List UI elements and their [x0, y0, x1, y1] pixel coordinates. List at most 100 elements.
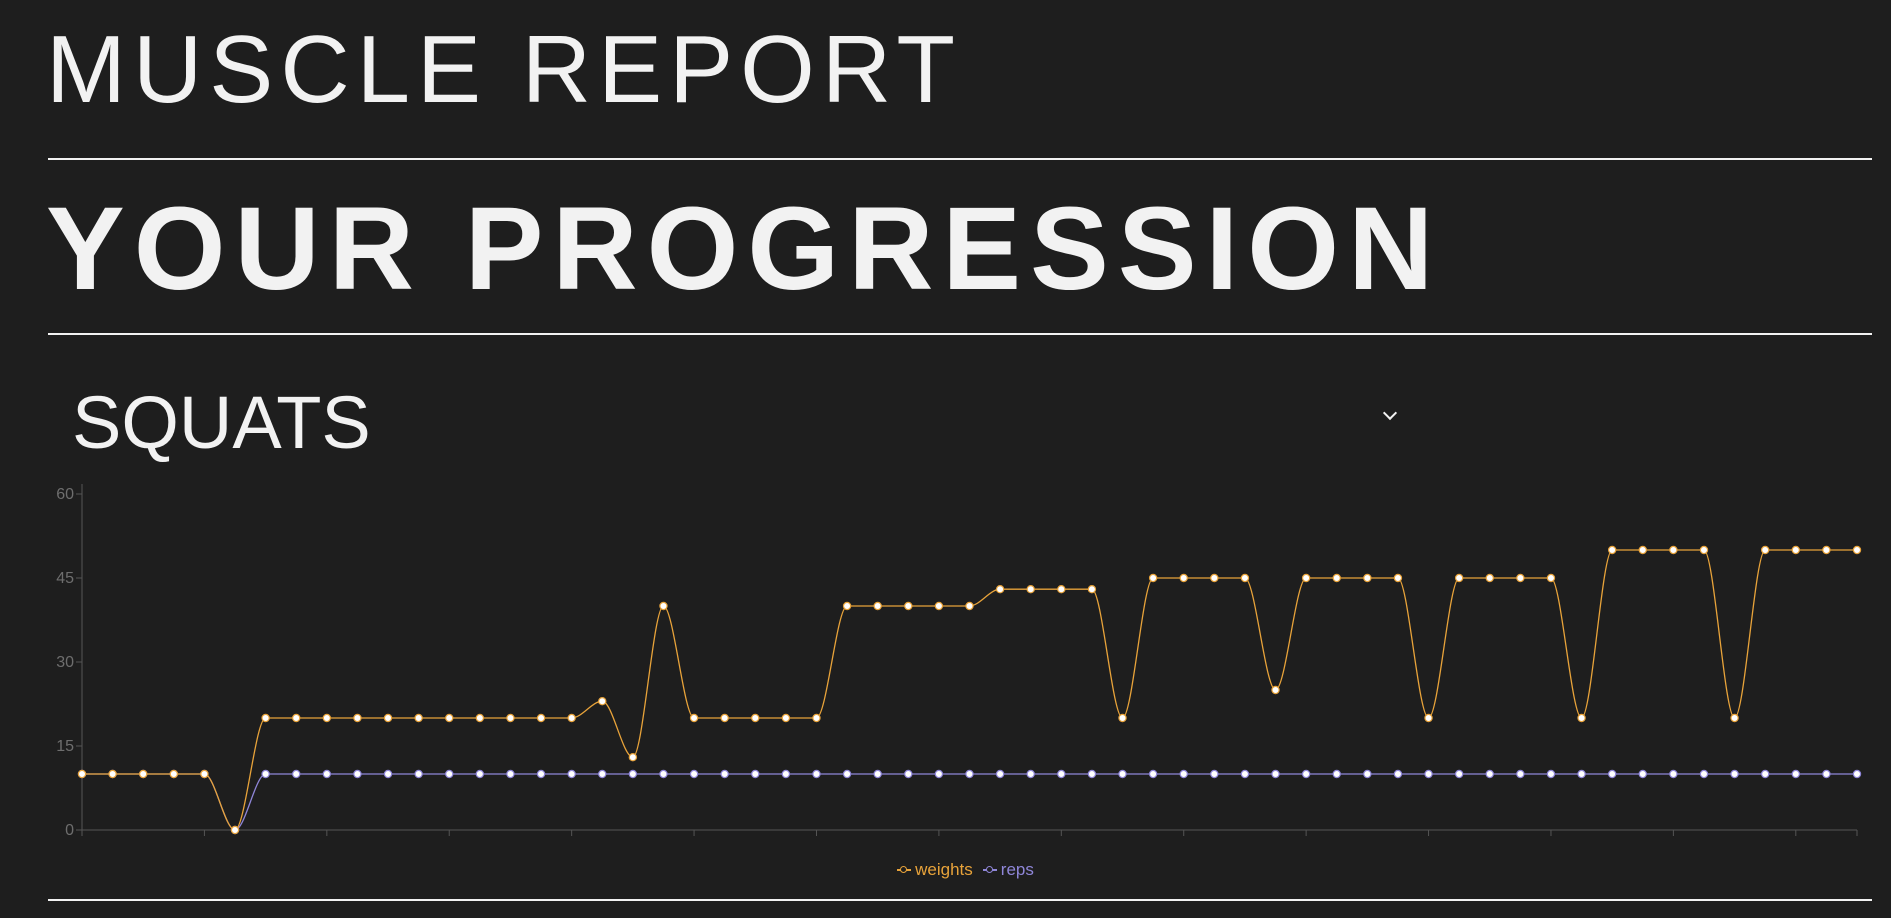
data-point-reps — [1546, 769, 1556, 779]
data-point-reps — [445, 769, 454, 779]
y-tick-label: 60 — [56, 486, 74, 503]
data-point-reps — [536, 769, 546, 779]
data-point-weights — [842, 601, 852, 611]
data-point-weights — [77, 769, 87, 779]
data-point-weights — [1485, 573, 1494, 583]
exercise-select-value: SQUATS — [72, 380, 371, 464]
data-point-weights — [1148, 573, 1158, 583]
data-point-weights — [1699, 545, 1709, 555]
data-point-weights — [1607, 545, 1617, 555]
data-point-reps — [1516, 769, 1525, 779]
data-point-weights — [1087, 585, 1097, 594]
legend-line-icon — [897, 865, 912, 875]
data-point-reps — [1271, 769, 1280, 779]
y-tick-label: 45 — [56, 570, 74, 587]
series-line-reps — [81, 773, 1857, 831]
data-point-reps — [1026, 769, 1035, 779]
divider-middle — [48, 333, 1872, 335]
data-point-reps — [1148, 769, 1158, 779]
data-point-weights — [1026, 585, 1035, 594]
data-point-weights — [1454, 573, 1464, 583]
legend-label: weights — [915, 860, 973, 879]
data-point-reps — [1301, 769, 1311, 779]
data-point-reps — [659, 769, 668, 779]
series-line-weights — [81, 549, 1857, 831]
data-point-weights — [200, 769, 209, 779]
data-point-weights — [781, 713, 791, 723]
data-point-weights — [1393, 573, 1403, 583]
data-point-reps — [1638, 769, 1647, 779]
progression-chart: 0 15 30 45 60 — [56, 484, 1862, 839]
data-point-weights — [1791, 545, 1800, 555]
y-tick-label: 15 — [56, 738, 74, 755]
divider-top — [48, 158, 1872, 160]
data-point-reps — [1393, 769, 1403, 779]
data-point-reps — [751, 769, 760, 779]
data-point-reps — [1118, 769, 1127, 779]
data-point-reps — [1730, 769, 1739, 779]
chart-legend: weights reps — [0, 860, 1891, 880]
data-point-weights — [751, 713, 760, 723]
data-point-reps — [812, 769, 821, 779]
legend-item-reps[interactable]: reps — [982, 860, 1034, 880]
y-tick-label: 0 — [65, 822, 74, 839]
data-point-weights — [1638, 545, 1647, 555]
data-point-reps — [1210, 769, 1219, 779]
data-point-weights — [445, 713, 454, 723]
data-point-weights — [139, 769, 148, 779]
data-point-weights — [995, 585, 1005, 594]
data-point-reps — [1424, 769, 1433, 779]
data-point-weights — [628, 753, 638, 762]
legend-item-weights[interactable]: weights — [897, 860, 973, 880]
data-point-weights — [353, 713, 362, 723]
data-point-weights — [1822, 545, 1831, 555]
data-point-weights — [1271, 685, 1280, 695]
data-point-reps — [1577, 769, 1586, 779]
data-point-weights — [169, 769, 179, 779]
data-point-weights — [506, 713, 515, 723]
data-point-weights — [230, 825, 240, 835]
section-title: YOUR PROGRESSION — [46, 183, 1443, 315]
data-point-weights — [536, 713, 546, 723]
data-point-reps — [781, 769, 791, 779]
data-point-weights — [1577, 713, 1586, 723]
data-point-reps — [1791, 769, 1800, 779]
data-point-weights — [414, 713, 423, 723]
data-point-weights — [720, 713, 729, 723]
data-point-reps — [414, 769, 423, 779]
data-point-weights — [1240, 573, 1250, 583]
data-point-reps — [934, 769, 944, 779]
data-point-weights — [108, 769, 117, 779]
legend-label: reps — [1000, 860, 1034, 879]
data-point-reps — [628, 769, 638, 779]
data-point-weights — [598, 697, 607, 706]
data-point-weights — [873, 601, 882, 611]
data-point-reps — [1699, 769, 1709, 779]
data-point-weights — [1363, 573, 1372, 583]
data-point-reps — [567, 769, 576, 779]
chevron-down-icon[interactable] — [1382, 405, 1398, 421]
data-point-reps — [506, 769, 515, 779]
data-point-weights — [475, 713, 485, 723]
data-point-reps — [1607, 769, 1617, 779]
exercise-select[interactable]: SQUATS — [60, 372, 1410, 472]
data-point-reps — [1454, 769, 1464, 779]
data-point-reps — [1822, 769, 1831, 779]
data-point-reps — [842, 769, 852, 779]
data-point-reps — [995, 769, 1005, 779]
data-point-weights — [689, 713, 699, 723]
data-point-reps — [1363, 769, 1372, 779]
data-point-reps — [261, 769, 270, 779]
data-point-reps — [292, 769, 301, 779]
data-point-reps — [1760, 769, 1770, 779]
data-point-reps — [383, 769, 393, 779]
data-point-weights — [659, 601, 668, 611]
data-point-reps — [873, 769, 882, 779]
data-point-weights — [1760, 545, 1770, 555]
data-point-weights — [292, 713, 301, 723]
data-point-reps — [475, 769, 485, 779]
data-point-weights — [965, 601, 974, 611]
data-point-weights — [383, 713, 393, 723]
data-point-reps — [720, 769, 729, 779]
